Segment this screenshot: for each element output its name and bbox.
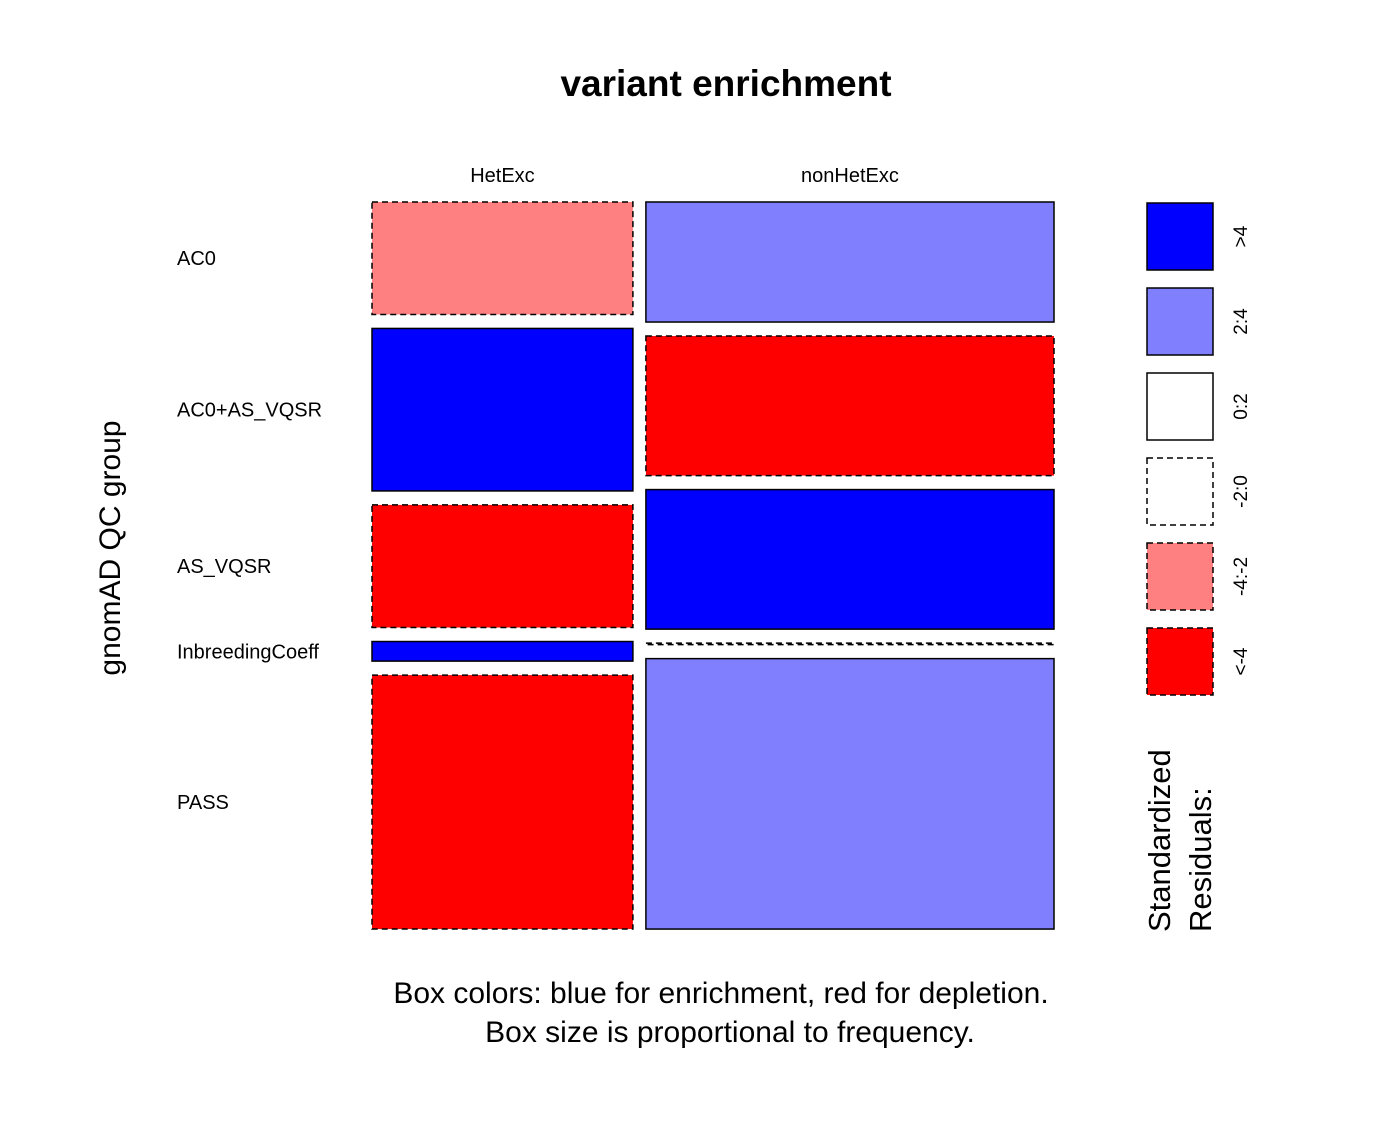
cell-as-vqsr-nonhetexc [645,488,1055,630]
mosaic-cells [371,201,1055,930]
cell-pass-hetexc [371,674,634,930]
caption-line-1: Box colors: blue for enrichment, red for… [393,977,1048,1010]
cell-ac0-as-vqsr-hetexc [371,327,634,492]
cell-ac0-as-vqsr-nonhetexc [645,335,1055,477]
cell-ac0-nonhetexc [645,201,1055,323]
row-label-ac0-as-vqsr: AC0+AS_VQSR [177,400,322,422]
legend-label-6: <-4 [1231,647,1252,675]
y-axis-label: gnomAD QC group [94,420,127,675]
cell-inbreedingcoeff-nonhetexc [645,642,1055,646]
legend-swatch-5 [1146,542,1214,611]
cell-pass-nonhetexc [645,657,1055,930]
cell-inbreedingcoeff-hetexc [371,640,634,662]
legend-label-1: >4 [1231,225,1252,247]
legend-label-2: 2:4 [1231,308,1252,335]
legend-title-line-1: Standardized [1142,749,1177,932]
row-label-ac0: AC0 [177,248,216,270]
legend-swatch-6 [1146,627,1214,696]
legend-swatch-4 [1146,457,1214,526]
legend-label-5: -4:-2 [1231,557,1252,596]
legend-label-4: -2:0 [1231,475,1252,508]
column-label-nonhetexc: nonHetExc [801,165,899,187]
row-label-as-vqsr: AS_VQSR [177,556,271,578]
cell-ac0-hetexc [371,201,634,316]
column-label-hetexc: HetExc [470,165,534,187]
column-labels: HetExc nonHetExc [470,165,899,187]
legend-title-line-2: Residuals: [1183,787,1218,932]
cell-as-vqsr-hetexc [371,504,634,629]
legend: >4 2:4 0:2 -2:0 -4:-2 <-4 [1146,202,1252,696]
legend-label-3: 0:2 [1231,393,1252,419]
legend-swatch-2 [1146,287,1214,356]
legend-swatch-1 [1146,202,1214,271]
chart-title: variant enrichment [560,63,891,104]
legend-swatch-3 [1146,372,1214,441]
row-labels: AC0 AC0+AS_VQSR AS_VQSR InbreedingCoeff PASS [177,248,322,814]
row-label-pass: PASS [177,792,229,814]
caption-line-2: Box size is proportional to frequency. [485,1016,975,1049]
row-label-inbreedingcoeff: InbreedingCoeff [177,641,319,663]
